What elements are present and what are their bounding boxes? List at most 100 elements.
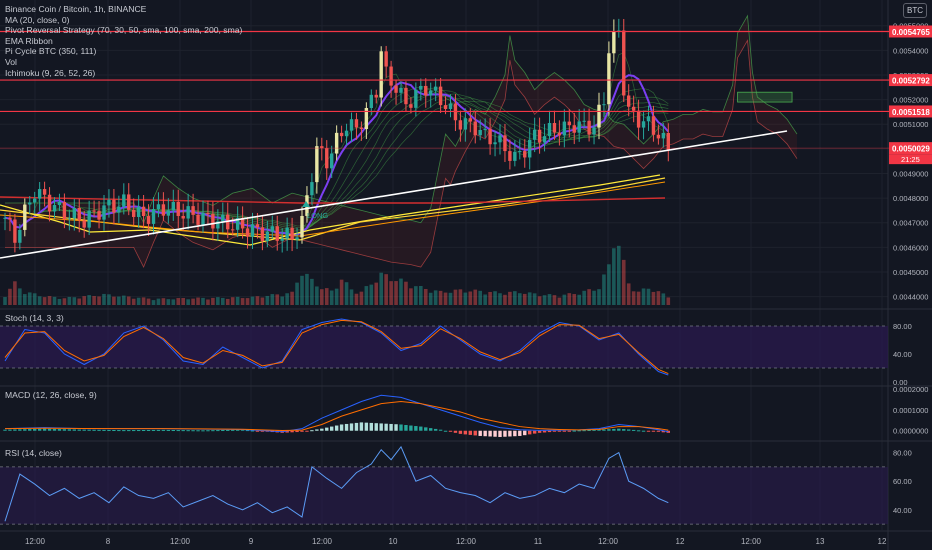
macd-pane xyxy=(3,394,670,437)
candle-body xyxy=(156,204,161,210)
volume-bar xyxy=(221,297,225,305)
time-axis[interactable]: 12:00 8 12:00 9 12:00 10 12:00 11 12:00 12 12:00 13… xyxy=(25,537,887,546)
candle-body xyxy=(132,209,136,217)
symbol-title[interactable]: Binance Coin / Bitcoin, 1h, BINANCE xyxy=(5,4,147,14)
indicator-pivot-reversal[interactable]: Pivot Reversal Strategy (70, 30, 50, sma… xyxy=(5,25,243,36)
macd-hist-bar xyxy=(295,430,299,433)
candle-body xyxy=(72,207,76,219)
volume-bar xyxy=(379,272,383,305)
long-signal-label: LONG xyxy=(307,211,328,220)
price-tick-label: 0.0054000 xyxy=(893,46,928,55)
candle-body xyxy=(23,204,27,230)
macd-label[interactable]: MACD (12, 26, close, 9) xyxy=(5,390,97,400)
volume-bars xyxy=(3,245,671,305)
volume-bar xyxy=(631,291,636,305)
macd-hist-bar xyxy=(478,430,482,436)
volume-bar xyxy=(230,297,235,305)
time-tick-label: 12:00 xyxy=(312,537,333,546)
indicator-ema-ribbon[interactable]: EMA Ribbon xyxy=(5,35,53,46)
macd-hist-bar xyxy=(641,430,646,432)
macd-hist-bar xyxy=(151,429,156,431)
volume-bar xyxy=(522,293,527,305)
volume-bar xyxy=(503,294,507,305)
candle-body xyxy=(661,133,666,139)
candle-body xyxy=(513,151,517,161)
macd-hist-bar xyxy=(117,430,121,432)
macd-hist-bar xyxy=(587,430,591,432)
price-label-box xyxy=(889,25,932,38)
volume-bar xyxy=(37,296,42,305)
candle-body xyxy=(419,85,423,90)
candle-body xyxy=(117,206,121,213)
volume-bar xyxy=(438,290,443,305)
macd-hist-bar xyxy=(171,430,175,432)
candle-body xyxy=(384,51,388,67)
candle-body xyxy=(354,119,359,128)
candle-body xyxy=(409,104,413,108)
volume-bar xyxy=(87,295,91,305)
macd-hist-bar xyxy=(166,429,171,431)
macd-hist-bar xyxy=(231,429,235,431)
volume-bar xyxy=(419,286,423,305)
macd-hist-bar xyxy=(498,430,502,437)
volume-bar xyxy=(582,290,586,305)
candle-body xyxy=(582,120,586,122)
indicator-ma[interactable]: MA (20, close, 0) xyxy=(5,14,70,25)
candle-body xyxy=(379,51,383,98)
volume-bar xyxy=(67,296,72,305)
time-tick-label: 12:00 xyxy=(25,537,46,546)
candle-body xyxy=(542,136,547,143)
macd-hist-bar xyxy=(483,430,487,437)
volume-bar xyxy=(196,297,200,305)
volume-bar xyxy=(97,296,101,305)
candle-body xyxy=(206,212,210,214)
candle-body xyxy=(483,129,487,131)
candle-body xyxy=(300,215,304,238)
volume-bar xyxy=(295,282,299,305)
macd-hist-bar xyxy=(28,429,32,431)
volume-bar xyxy=(607,264,611,305)
candle-body xyxy=(508,151,512,161)
rsi-label[interactable]: RSI (14, close) xyxy=(5,448,62,458)
candle-body xyxy=(473,121,477,136)
macd-hist-bar xyxy=(285,430,289,433)
volume-bar xyxy=(250,296,255,305)
indicator-vol[interactable]: Vol xyxy=(5,56,17,67)
candle-body xyxy=(127,194,131,210)
macd-hist-bar xyxy=(438,429,443,431)
volume-bar xyxy=(166,299,171,305)
volume-bar xyxy=(384,274,388,305)
currency-badge[interactable]: BTC xyxy=(903,3,927,18)
stoch-label[interactable]: Stoch (14, 3, 3) xyxy=(5,313,64,323)
candle-body xyxy=(112,199,116,213)
candle-body xyxy=(42,189,47,195)
macd-hist-bar xyxy=(636,430,641,432)
candle-body xyxy=(330,153,334,169)
macd-hist-bar xyxy=(582,430,586,432)
volume-bar xyxy=(62,298,67,305)
volume-bar xyxy=(557,297,562,305)
candle-body xyxy=(191,206,195,215)
volume-bar xyxy=(270,294,275,305)
indicator-pi-cycle[interactable]: Pi Cycle BTC (350, 111) xyxy=(5,46,97,57)
volume-bar xyxy=(468,291,473,305)
price-tick-label: 0.0047000 xyxy=(893,219,928,228)
candle-body xyxy=(87,210,91,228)
volume-bar xyxy=(349,289,354,305)
candle-body xyxy=(448,103,453,109)
candle-body xyxy=(315,146,319,183)
indicator-ichimoku[interactable]: Ichimoku (9, 26, 52, 26) xyxy=(5,67,96,78)
candle-body xyxy=(275,226,279,241)
price-axis[interactable]: 0.00550000.00540000.00530000.00520000.00… xyxy=(889,22,932,515)
candle-body xyxy=(122,194,126,207)
macd-hist-bar xyxy=(315,429,319,431)
macd-hist-bar xyxy=(508,430,512,437)
candle-body xyxy=(67,218,72,220)
senkou-b-line xyxy=(5,39,798,269)
macd-hist-bar xyxy=(473,430,477,436)
macd-hist-bar xyxy=(57,429,62,431)
macd-hist-bar xyxy=(513,430,517,437)
macd-hist-bar xyxy=(186,430,190,432)
